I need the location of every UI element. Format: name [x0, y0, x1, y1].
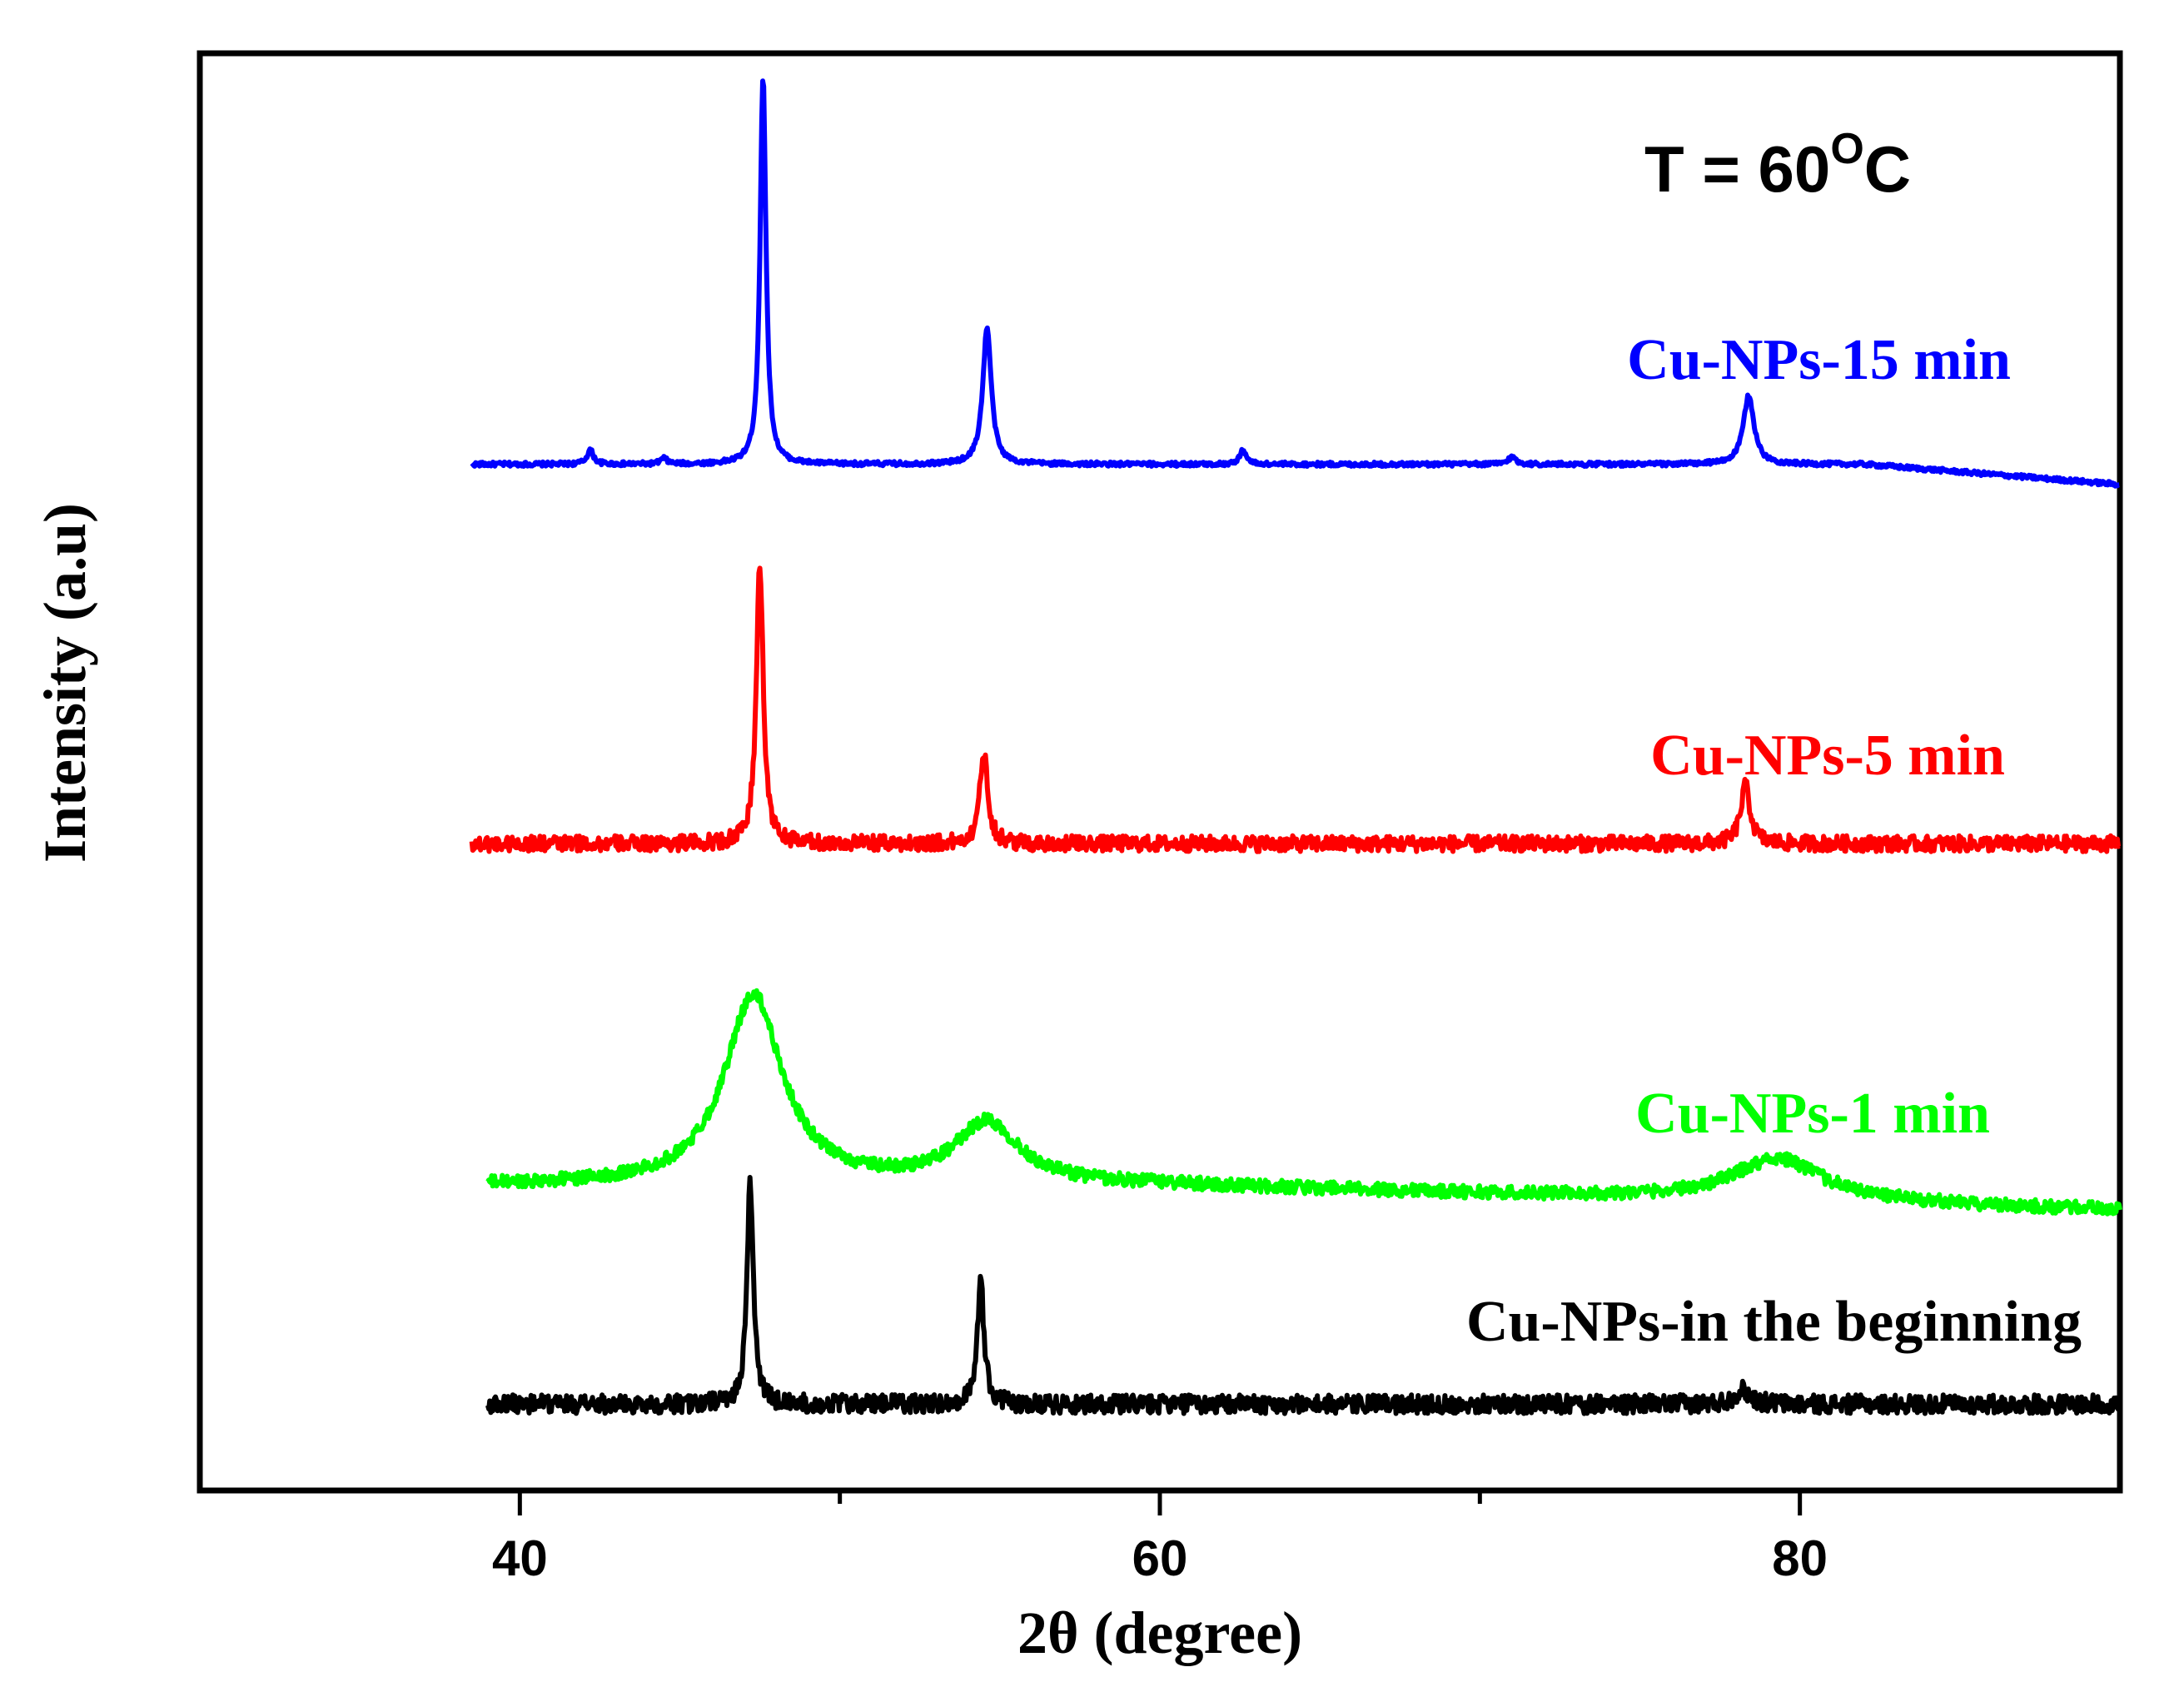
- degree-superscript: O: [1830, 125, 1863, 173]
- series-label-0: Cu-NPs-15 min: [1627, 328, 2011, 392]
- x-tick-label: 80: [1772, 1530, 1828, 1586]
- temperature-text: T = 60: [1644, 132, 1830, 206]
- temperature-annotation: T = 60OC: [1644, 125, 1911, 206]
- series-label-2: Cu-NPs-1 min: [1635, 1082, 1990, 1146]
- series-labels: Cu-NPs-15 min Cu-NPs-5 min Cu-NPs-1 min Cu-…: [1466, 328, 2082, 1354]
- series-line-1: [469, 565, 2122, 854]
- series-line-2: [485, 988, 2122, 1217]
- y-axis-label: Intensity (a.u): [32, 503, 98, 863]
- x-axis-ticks: 40 60 80: [492, 1490, 1828, 1586]
- series-label-1: Cu-NPs-5 min: [1650, 724, 2005, 788]
- series-layer: [469, 78, 2122, 1416]
- series-label-3: Cu-NPs-in the beginning: [1466, 1290, 2082, 1354]
- temperature-unit: C: [1864, 132, 1911, 206]
- x-tick-label: 40: [492, 1530, 548, 1586]
- series-line-3: [485, 1175, 2122, 1416]
- x-axis-label: 2θ (degree): [1017, 1600, 1302, 1666]
- series-line-0: [470, 78, 2122, 489]
- x-tick-label: 60: [1132, 1530, 1188, 1586]
